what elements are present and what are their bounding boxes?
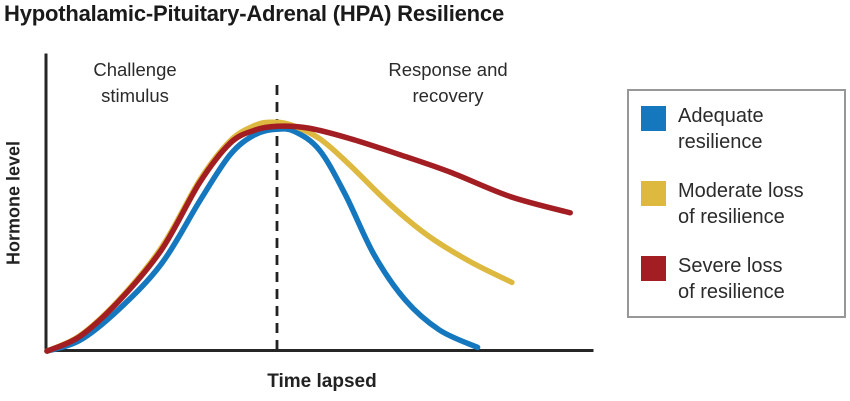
line-chart-plot xyxy=(44,53,594,354)
legend-label-line: resilience xyxy=(678,131,763,153)
annotation-line: recovery xyxy=(412,85,484,106)
legend-item-severe-loss: Severe loss of resilience xyxy=(641,253,844,305)
axes-lines xyxy=(44,53,594,352)
legend-swatch-red xyxy=(641,256,666,281)
legend-swatch-blue xyxy=(641,106,666,131)
legend-label-line: of resilience xyxy=(678,206,785,228)
legend: Adequate resilience Moderate loss of res… xyxy=(627,89,846,318)
legend-item-moderate-loss: Moderate loss of resilience xyxy=(641,178,844,230)
legend-item-adequate-resilience: Adequate resilience xyxy=(641,103,844,155)
annotation-challenge-stimulus: Challenge stimulus xyxy=(50,57,220,109)
x-axis-label: Time lapsed xyxy=(267,371,377,392)
annotation-line: Response and xyxy=(388,59,508,80)
curve-moderate-loss-of-resilience xyxy=(44,119,515,354)
legend-label-line: of resilience xyxy=(678,281,785,303)
legend-label: Moderate loss of resilience xyxy=(678,178,804,230)
annotation-line: stimulus xyxy=(101,85,169,106)
curve-adequate-resilience xyxy=(44,126,481,354)
legend-label: Severe loss of resilience xyxy=(678,253,785,305)
legend-label: Adequate resilience xyxy=(678,103,764,155)
annotation-line: Challenge xyxy=(93,59,177,80)
annotation-response-recovery: Response and recovery xyxy=(345,57,551,109)
curve-group xyxy=(44,119,573,354)
legend-label-line: Severe loss xyxy=(678,255,783,277)
curve-severe-loss-of-resilience xyxy=(44,123,573,354)
chart-title: Hypothalamic-Pituitary-Adrenal (HPA) Res… xyxy=(4,1,504,26)
legend-label-line: Adequate xyxy=(678,105,764,127)
legend-label-line: Moderate loss xyxy=(678,180,804,202)
legend-swatch-yellow xyxy=(641,181,666,206)
